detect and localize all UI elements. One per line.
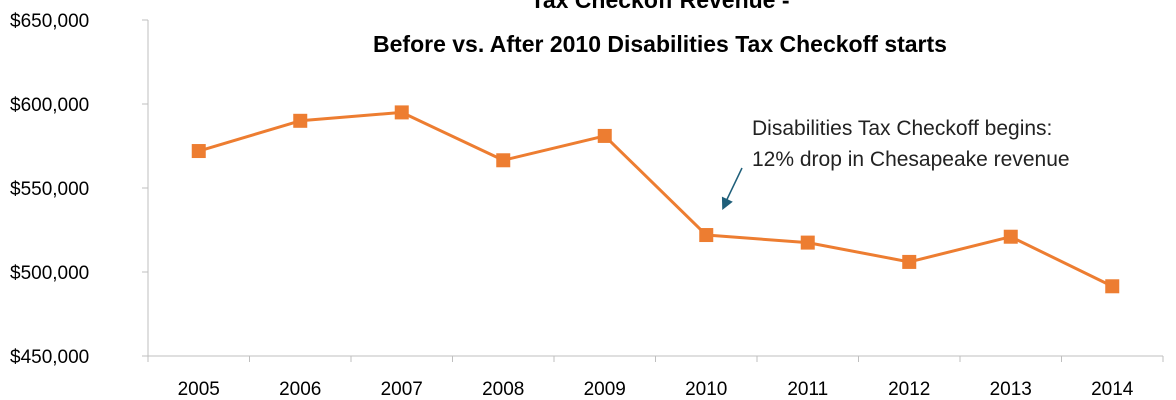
data-point-2006 (293, 113, 308, 128)
x-tick-label: 2013 (990, 379, 1032, 400)
x-tick-label: 2005 (178, 379, 220, 400)
y-tick-label: $500,000 (10, 263, 89, 284)
y-tick-label: $550,000 (10, 179, 89, 200)
x-axis: 2005 2006 2007 2008 2009 2010 2011 2012 2013 2014 (147, 355, 1164, 400)
series-layer (191, 105, 1120, 294)
y-tick-label: $450,000 (10, 347, 89, 368)
x-tick-label: 2006 (279, 379, 321, 400)
x-tick-label: 2012 (888, 379, 930, 400)
data-point-2014 (1105, 279, 1120, 294)
y-tick-label: $600,000 (10, 95, 89, 116)
data-point-2012 (902, 254, 917, 269)
data-point-2010 (699, 228, 714, 243)
chart-title-line2: Before vs. After 2010 Disabilities Tax C… (373, 31, 947, 57)
y-axis: $450,000 $500,000 $550,000 $600,000 $650,000 (10, 11, 149, 368)
y-tick-label: $650,000 (10, 11, 89, 32)
x-tick-label: 2007 (381, 379, 423, 400)
data-point-2008 (496, 153, 511, 168)
x-tick-label: 2011 (787, 379, 828, 400)
series-line (198, 110, 1113, 288)
x-tick-label: 2008 (482, 379, 524, 400)
data-point-2005 (191, 144, 206, 159)
data-point-2007 (394, 105, 409, 120)
annotation-line2: 12% drop in Chesapeake revenue (752, 148, 1070, 171)
data-point-2013 (1003, 229, 1018, 244)
annotation-line1: Disabilities Tax Checkoff begins: (752, 117, 1052, 140)
x-tick-label: 2010 (685, 379, 727, 400)
x-tick-label: 2009 (584, 379, 626, 400)
annotation-arrow-line (724, 167, 743, 204)
chart-title-line1: Tax Checkoff Revenue - (530, 0, 789, 13)
annotation: Disabilities Tax Checkoff begins: 12% dr… (721, 117, 1070, 210)
x-tick-label: 2014 (1091, 379, 1134, 400)
annotation-arrow-head (721, 196, 733, 210)
data-point-2009 (597, 128, 612, 143)
data-point-2011 (800, 235, 815, 250)
